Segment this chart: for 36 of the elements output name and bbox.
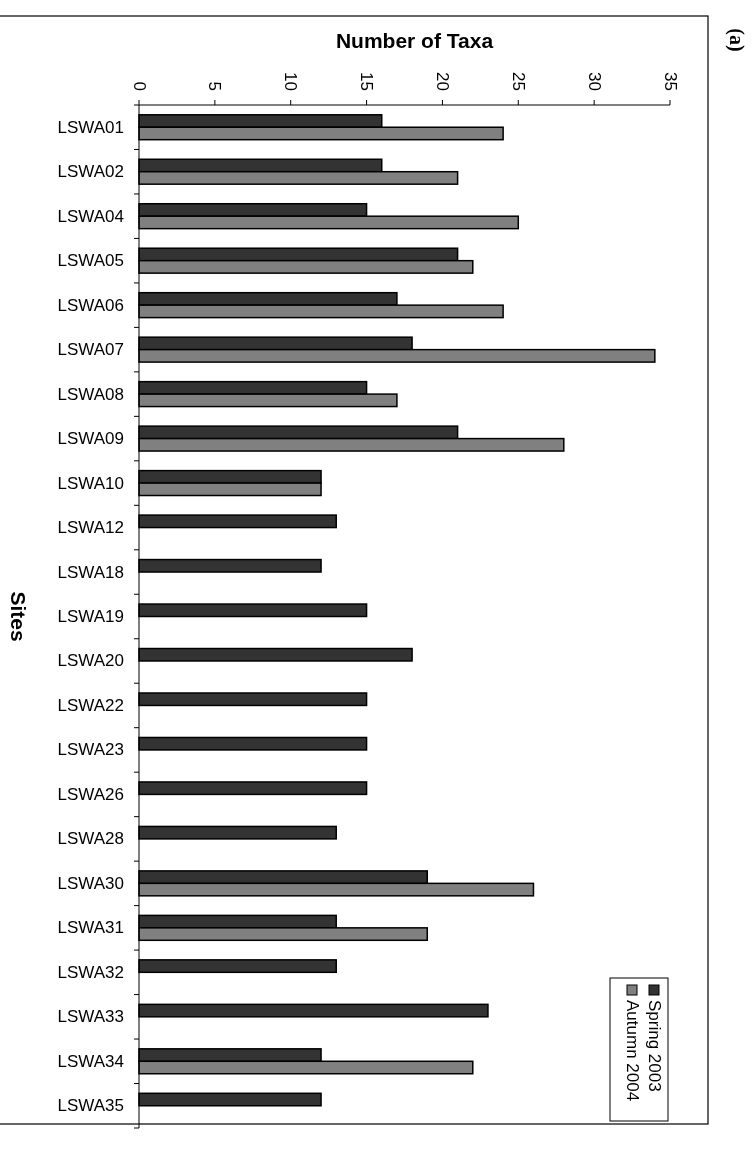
y-tick-label: LSWA34 (57, 1051, 124, 1071)
y-tick-label: LSWA22 (57, 695, 124, 715)
y-tick-label: LSWA26 (57, 784, 124, 804)
y-tick-label: LSWA18 (57, 562, 124, 582)
y-tick-label: LSWA32 (57, 962, 124, 982)
x-tick-label: 0 (129, 81, 149, 91)
x-tick-label: 20 (432, 72, 452, 91)
y-tick-label: LSWA10 (57, 473, 124, 493)
y-tick-label: LSWA08 (57, 384, 124, 404)
y-tick-label: LSWA20 (57, 651, 124, 671)
legend-label: Spring 2003 (644, 1000, 664, 1092)
x-tick-label: 15 (357, 72, 377, 91)
legend-label: Autumn 2004 (622, 1000, 642, 1102)
y-axis-title: Sites (6, 591, 30, 642)
y-tick-label: LSWA31 (57, 918, 124, 938)
x-tick-label: 10 (281, 72, 301, 91)
y-tick-label: LSWA30 (57, 873, 124, 893)
x-tick-label: 25 (508, 72, 528, 91)
y-tick-label: LSWA01 (57, 117, 124, 137)
y-tick-label: LSWA07 (57, 340, 124, 360)
y-tick-label: LSWA33 (57, 1007, 124, 1027)
y-tick-label: LSWA28 (57, 829, 124, 849)
y-tick-label: LSWA12 (57, 518, 124, 538)
x-tick-label: 30 (584, 72, 604, 91)
y-tick-label: LSWA02 (57, 162, 124, 182)
y-tick-label: LSWA04 (57, 206, 124, 226)
x-tick-label: 35 (660, 72, 680, 91)
y-tick-label: LSWA06 (57, 295, 124, 315)
chart-title: Number of Taxa (335, 29, 494, 52)
text: (a) (725, 28, 748, 52)
y-tick-label: LSWA23 (57, 740, 124, 760)
x-tick-label: 5 (205, 81, 225, 91)
y-tick-label: LSWA35 (57, 1096, 124, 1116)
y-tick-label: LSWA05 (57, 251, 124, 271)
y-tick-label: LSWA09 (57, 429, 124, 449)
y-tick-label: LSWA19 (57, 607, 124, 626)
